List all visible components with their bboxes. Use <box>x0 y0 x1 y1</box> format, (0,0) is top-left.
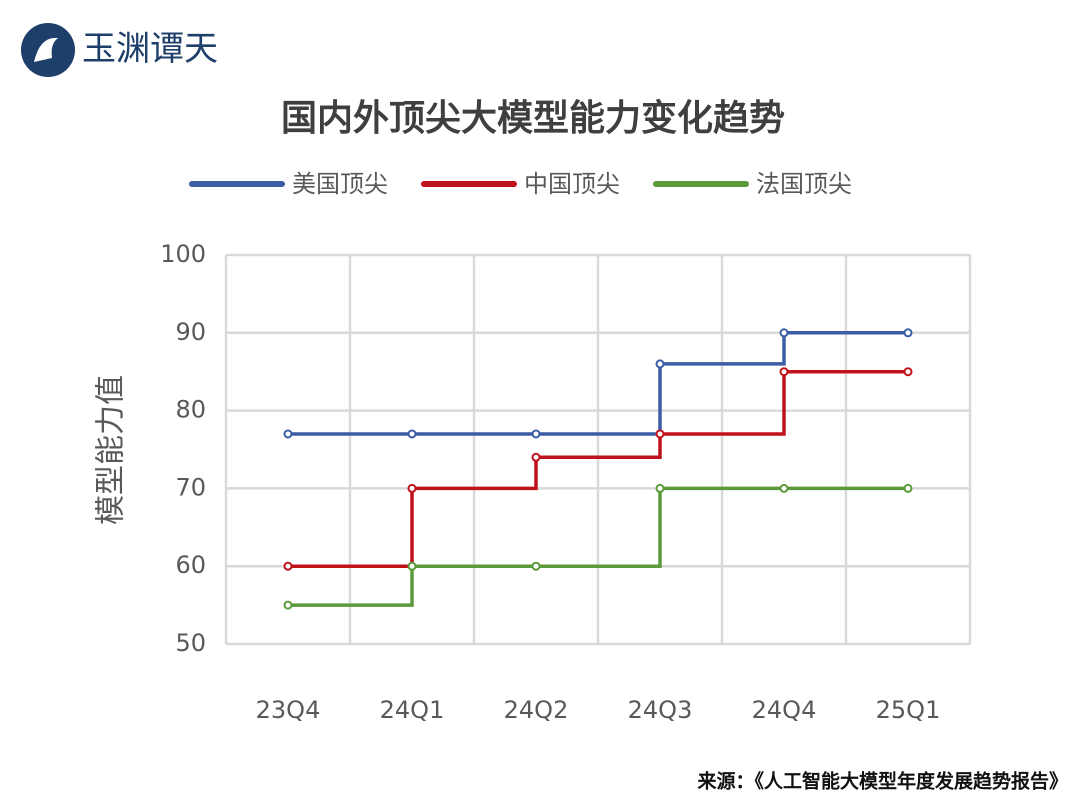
point <box>779 367 789 377</box>
point <box>779 483 789 493</box>
logo-text: 玉渊谭天 <box>82 29 218 69</box>
x-tick-label: 24Q3 <box>628 696 693 724</box>
x-tick-label: 23Q4 <box>256 696 321 724</box>
point <box>283 600 293 610</box>
step-segment <box>288 566 414 607</box>
point <box>655 359 665 369</box>
y-axis-label: 模型能力值 <box>94 375 129 525</box>
y-tick-label: 60 <box>175 551 206 579</box>
point <box>903 328 913 338</box>
y-tick-label: 80 <box>175 396 206 424</box>
legend-label: 法国顶尖 <box>756 170 852 198</box>
legend-label: 美国顶尖 <box>292 170 388 198</box>
point <box>283 429 293 439</box>
step-segment <box>660 371 786 436</box>
y-tick-label: 100 <box>160 240 206 268</box>
point <box>531 429 541 439</box>
y-tick-label: 90 <box>175 318 206 346</box>
point <box>779 328 789 338</box>
logo-wave <box>34 37 58 62</box>
x-tick-label: 25Q1 <box>876 696 941 724</box>
y-tick-label: 50 <box>175 629 206 657</box>
point <box>531 452 541 462</box>
step-segment <box>536 433 662 460</box>
step-segment <box>412 457 538 491</box>
chart-title: 国内外顶尖大模型能力变化趋势 <box>281 97 785 139</box>
logo: 玉渊谭天 <box>21 23 218 77</box>
point <box>655 429 665 439</box>
source: 来源：《人工智能大模型年度发展趋势报告》 <box>697 770 1068 793</box>
x-tick-label: 24Q4 <box>752 696 817 724</box>
point <box>407 561 417 571</box>
step-segment <box>536 488 662 568</box>
point <box>903 367 913 377</box>
step-segment <box>660 332 786 366</box>
point <box>655 483 665 493</box>
legend-label: 中国顶尖 <box>524 170 620 198</box>
x-tick-label: 24Q1 <box>380 696 445 724</box>
point <box>531 561 541 571</box>
y-tick-label: 70 <box>175 473 206 501</box>
point <box>283 561 293 571</box>
point <box>407 483 417 493</box>
point <box>407 429 417 439</box>
point <box>903 483 913 493</box>
x-tick-label: 24Q2 <box>504 696 569 724</box>
